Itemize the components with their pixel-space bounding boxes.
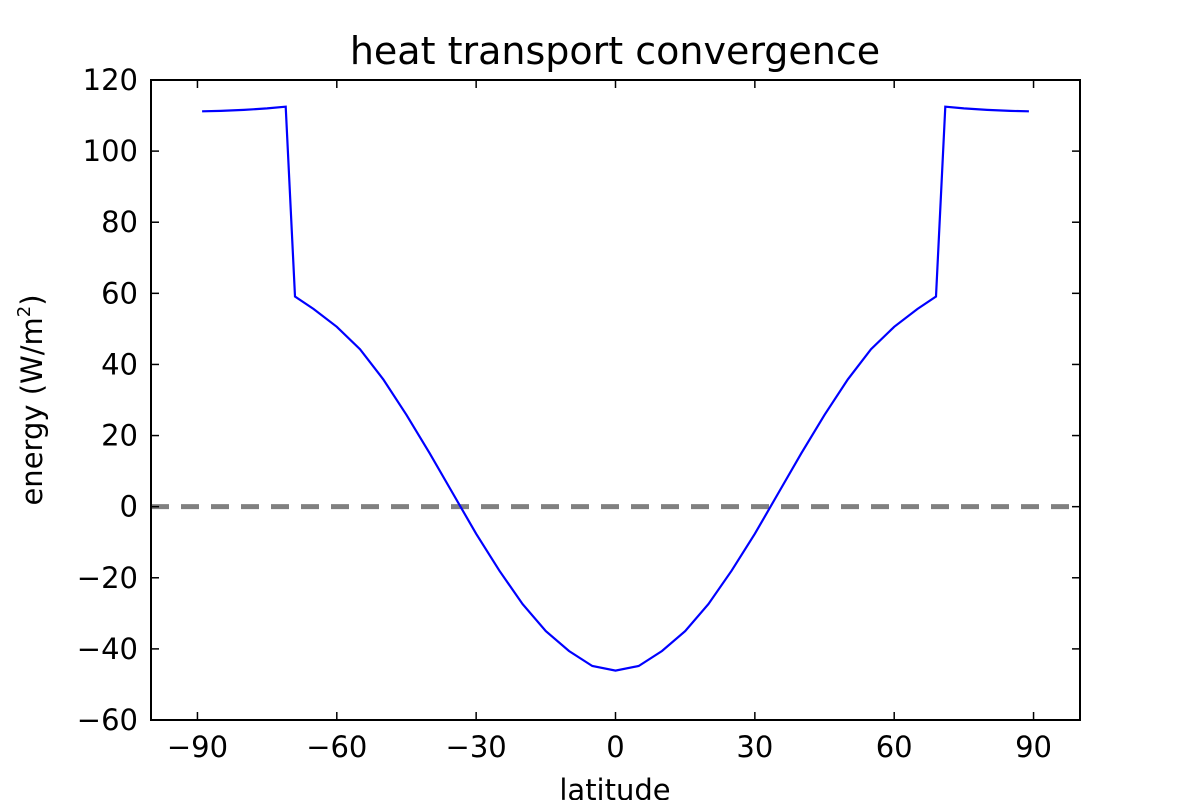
y-tick-label: −20: [77, 561, 138, 595]
y-tick-labels: −60 −40 −20 0 20 40 60 80 100 120: [77, 63, 138, 737]
y-axis-label-end: ): [15, 294, 49, 305]
y-axis-label-superscript: 2: [14, 306, 35, 317]
y-tick-label: 80: [101, 205, 138, 239]
x-tick-label: 0: [606, 730, 624, 764]
x-tick-label: 30: [736, 730, 773, 764]
y-axis-label-main: energy (W/m: [15, 317, 49, 505]
y-tick-label: 20: [101, 419, 138, 453]
plot-frame: [150, 79, 1081, 721]
y-tick-label: 120: [83, 63, 138, 97]
y-axis-label: energy (W/m2): [14, 294, 49, 505]
plot-area: [151, 105, 1080, 672]
x-tick-labels: −90 −60 −30 0 30 60 90: [167, 730, 1052, 764]
y-tick-label: −40: [77, 632, 138, 666]
y-tick-label: −60: [77, 703, 138, 737]
y-tick-label: 60: [101, 276, 138, 310]
x-tick-label: 60: [876, 730, 913, 764]
axis-ticks: [151, 79, 1080, 721]
series-line-0: [202, 105, 1029, 672]
y-tick-label: 0: [120, 490, 138, 524]
chart-title: heat transport convergence: [350, 29, 880, 73]
x-tick-label: −60: [306, 730, 367, 764]
y-tick-label: 100: [83, 134, 138, 168]
x-tick-label: 90: [1015, 730, 1052, 764]
x-axis-label: latitude: [559, 773, 670, 800]
x-tick-label: −30: [446, 730, 507, 764]
x-tick-label: −90: [167, 730, 228, 764]
y-tick-label: 40: [101, 347, 138, 381]
